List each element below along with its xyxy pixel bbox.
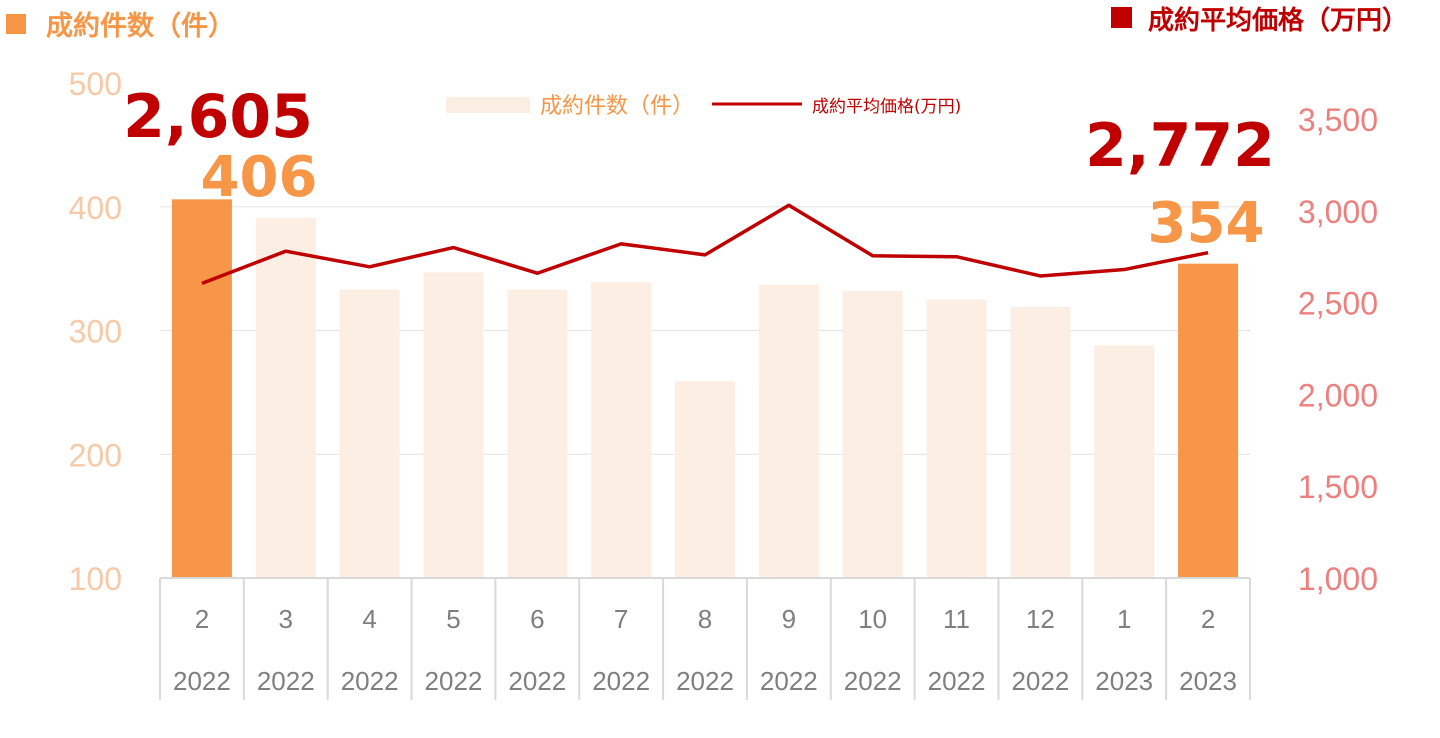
count-bar [255, 217, 316, 578]
right-title-square-icon [1111, 7, 1132, 28]
category-table: 2 2022 3 2022 4 2022 5 2022 6 2022 7 2022 8 2022 9 2022… [159, 577, 1251, 700]
month-label: 10 [858, 604, 887, 634]
month-label: 11 [943, 604, 970, 634]
legend-swatch-count [446, 97, 530, 113]
count-bar [1094, 345, 1155, 578]
right-tick-label: 1,000 [1298, 561, 1378, 597]
year-label: 2023 [1179, 666, 1237, 696]
count-data-label-first: 406 [201, 145, 318, 210]
left-tick-label: 200 [69, 437, 122, 473]
count-bar [758, 284, 819, 578]
right-tick-label: 2,500 [1298, 286, 1378, 322]
count-bar [1178, 263, 1239, 578]
month-label: 9 [782, 604, 796, 634]
year-label: 2022 [760, 666, 818, 696]
count-bar [507, 289, 568, 578]
right-tick-label: 3,000 [1298, 194, 1378, 230]
month-label: 2 [1201, 604, 1215, 634]
right-tick-label: 2,000 [1298, 377, 1378, 413]
price-data-label-first: 2,605 [123, 82, 313, 152]
year-label: 2022 [173, 666, 231, 696]
left-axis: 100 200 300 400 500 [69, 66, 122, 597]
year-label: 2023 [1095, 666, 1153, 696]
left-axis-title: 成約件数（件） [46, 10, 235, 42]
month-label: 4 [362, 604, 376, 634]
count-bar [423, 272, 484, 578]
year-label: 2022 [676, 666, 734, 696]
right-axis: 1,000 1,500 2,000 2,500 3,000 3,500 [1298, 102, 1378, 597]
year-label: 2022 [844, 666, 902, 696]
legend-label-count: 成約件数（件） [540, 94, 694, 119]
year-label: 2022 [508, 666, 566, 696]
year-label: 2022 [341, 666, 399, 696]
bars [171, 199, 1239, 578]
year-label: 2022 [928, 666, 986, 696]
count-data-label-last: 354 [1148, 191, 1265, 256]
month-label: 2 [195, 604, 209, 634]
month-label: 6 [530, 604, 544, 634]
left-tick-label: 100 [69, 561, 122, 597]
left-tick-label: 400 [69, 190, 122, 226]
right-tick-label: 3,500 [1298, 102, 1378, 138]
count-bar [926, 299, 987, 578]
price-line-group [201, 203, 1209, 285]
month-label: 8 [698, 604, 712, 634]
count-bar [591, 282, 652, 578]
month-label: 12 [1026, 604, 1055, 634]
right-axis-title: 成約平均価格（万円） [1148, 5, 1408, 36]
year-label: 2022 [1011, 666, 1069, 696]
year-label: 2022 [257, 666, 315, 696]
price-data-label-last: 2,772 [1085, 111, 1275, 181]
left-title-square-icon [6, 14, 26, 34]
count-bar [339, 289, 400, 578]
left-tick-label: 500 [69, 66, 122, 102]
count-bar [675, 381, 735, 578]
month-label: 1 [1117, 604, 1131, 634]
price-line [201, 203, 1209, 285]
month-label: 7 [614, 604, 628, 634]
count-bar [1010, 306, 1071, 578]
year-label: 2022 [592, 666, 650, 696]
count-bar [171, 199, 232, 578]
month-label: 3 [279, 604, 293, 634]
count-bar [842, 290, 903, 578]
left-tick-label: 300 [69, 314, 122, 350]
year-label: 2022 [425, 666, 483, 696]
legend-label-price: 成約平均価格(万円) [812, 97, 961, 117]
right-tick-label: 1,500 [1298, 469, 1378, 505]
month-label: 5 [446, 604, 460, 634]
